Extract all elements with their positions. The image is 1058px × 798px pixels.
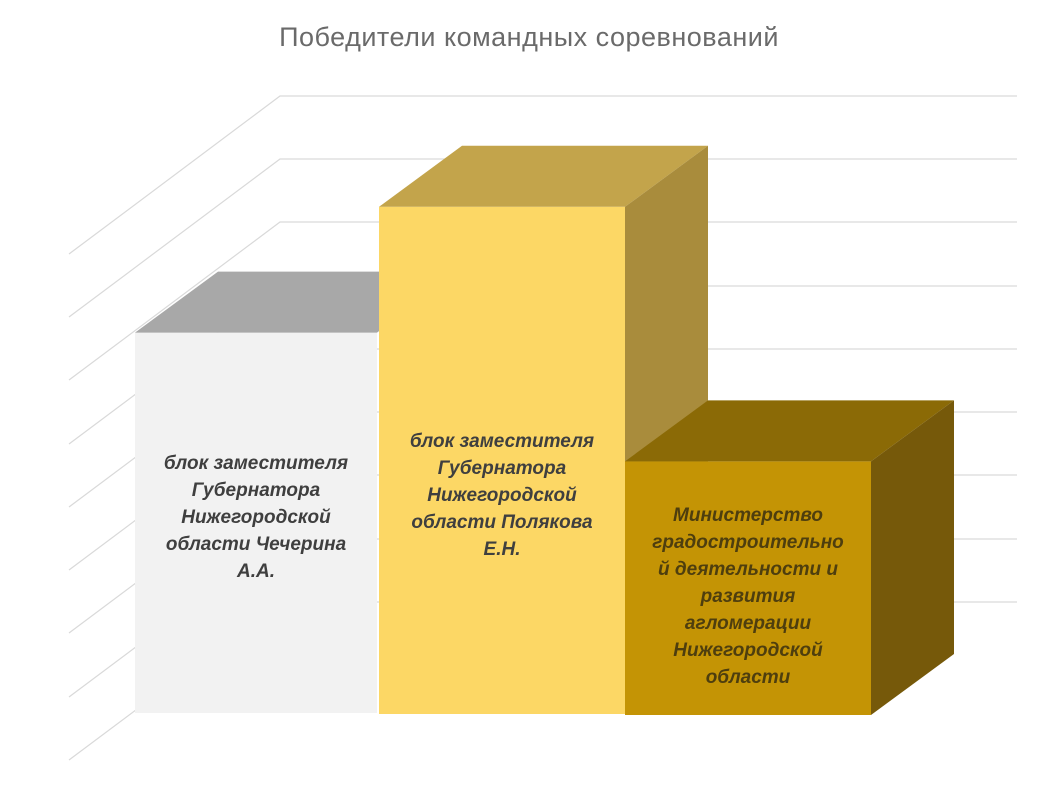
chart-title: Победители командных соревнований [279, 22, 779, 52]
bar-2-top-face [379, 145, 708, 207]
bar-3-front-face [625, 461, 871, 715]
value-gridline [68, 158, 1017, 318]
bar-3-top-face [625, 400, 954, 462]
bar-1-top-face [135, 271, 460, 333]
bar-2-front-face [379, 206, 625, 715]
bar-3-side-face [871, 400, 954, 715]
value-gridline [68, 221, 1017, 381]
bar-1-front-face [135, 332, 377, 713]
value-gridline [68, 95, 1017, 255]
